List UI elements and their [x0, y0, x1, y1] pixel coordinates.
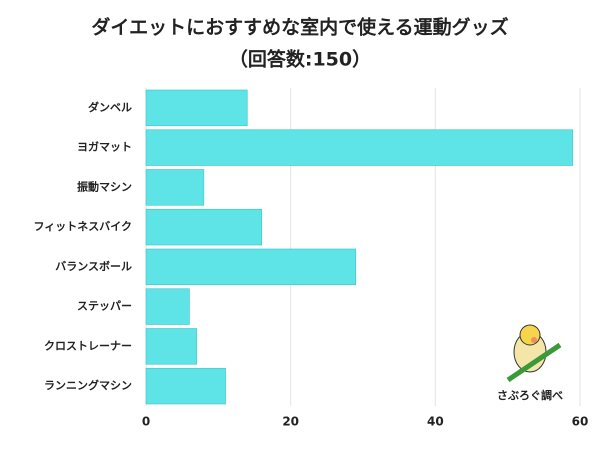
y-tick-label: 振動マシン: [77, 179, 132, 193]
bar: [145, 248, 357, 286]
bar: [145, 328, 197, 365]
bar: [145, 89, 248, 127]
y-tick-label: ダンベル: [88, 100, 132, 114]
bar: [145, 129, 574, 166]
y-tick-label: バランスボール: [55, 259, 132, 273]
y-tick-label: フィットネスバイク: [33, 220, 132, 233]
y-tick-label: ステッパー: [77, 300, 132, 313]
bar: [145, 367, 226, 405]
chart-title: ダイエットにおすすめな室内で使える運動グッズ: [91, 16, 508, 39]
bar: [145, 288, 190, 325]
source-label: さぶろぐ調べ: [497, 388, 563, 402]
chart-subtitle: （回答数:150）: [229, 48, 371, 71]
y-tick-label: クロストレーナー: [44, 339, 132, 352]
x-tick-label: 0: [142, 415, 150, 429]
y-tick-label: ヨガマット: [77, 140, 132, 154]
y-tick-label: ランニングマシン: [44, 378, 132, 392]
x-tick-label: 40: [427, 415, 444, 429]
bar: [145, 208, 263, 246]
x-tick-label: 20: [282, 415, 299, 429]
x-tick-label: 60: [572, 415, 589, 429]
mascot: [506, 324, 562, 383]
bar: [145, 169, 205, 206]
